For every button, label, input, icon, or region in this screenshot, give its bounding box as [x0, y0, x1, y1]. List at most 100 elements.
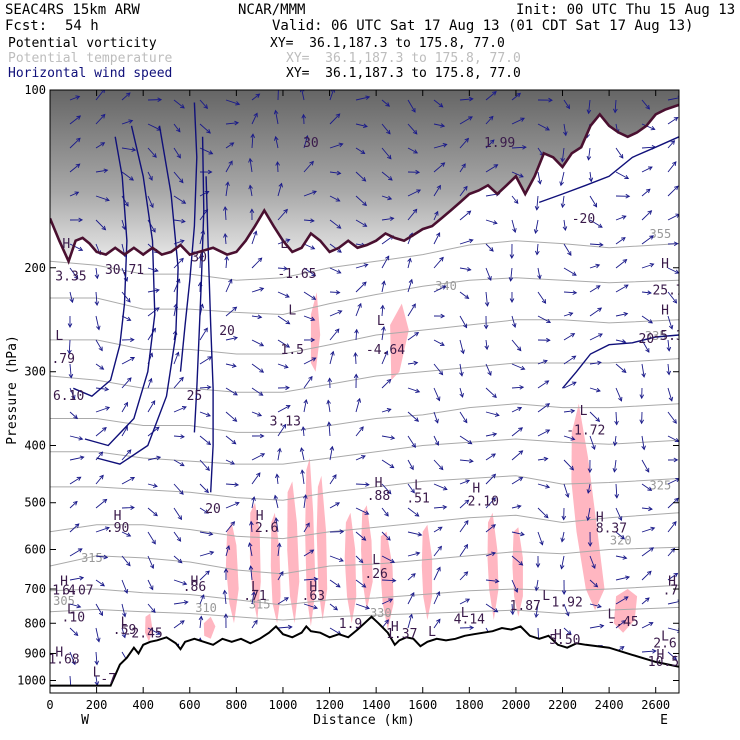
wind-vector: [277, 161, 279, 173]
wind-vector: [537, 171, 541, 184]
wind-vector-head: [413, 149, 419, 154]
wind-vector: [173, 579, 187, 585]
wind-vector: [537, 403, 550, 413]
wind-vector: [510, 267, 513, 281]
wind-vector-head: [440, 123, 446, 128]
wind-vector-head: [460, 349, 465, 355]
wind-vector-head: [491, 473, 497, 479]
wind-vector: [225, 435, 236, 445]
wind-vector: [485, 433, 497, 437]
wind-vector: [485, 552, 496, 557]
wind-vector: [69, 501, 78, 509]
wind-vector-head: [259, 433, 265, 439]
wind-vector: [667, 315, 673, 329]
wind-vector-head: [381, 325, 386, 331]
wind-vector-head: [488, 115, 494, 121]
wind-vector-head: [595, 263, 601, 269]
wind-vector-head: [595, 285, 601, 290]
pv-label-76: 30: [303, 136, 319, 151]
y-tick-label-800: 800: [24, 616, 46, 630]
wind-vector: [329, 328, 340, 341]
wind-vector-head: [442, 504, 448, 510]
wind-vector-head: [465, 479, 471, 484]
pv-label-63: 2.6: [653, 637, 676, 652]
wind-vector-head: [462, 323, 468, 329]
pv-label-53: L: [121, 615, 129, 630]
wind-vector-head: [461, 163, 466, 169]
wind-vector-head: [647, 290, 652, 295]
wind-vector: [173, 147, 181, 159]
wind-vector: [303, 522, 310, 533]
wind-vector: [589, 307, 602, 317]
pv-label-77: 20: [639, 332, 655, 347]
wind-vector-head: [386, 378, 392, 384]
wind-vector-head: [204, 509, 209, 514]
wind-vector-head: [645, 597, 650, 602]
wind-vector: [173, 555, 183, 563]
wind-vector: [225, 279, 233, 293]
wind-vector-head: [468, 116, 473, 121]
wind-vector-head: [673, 572, 679, 578]
wind-vector-head: [413, 360, 419, 366]
wind-vector: [459, 186, 468, 197]
wind-vector: [535, 219, 539, 234]
wind-vector-head: [273, 135, 279, 141]
wind-vector: [407, 483, 415, 493]
wind-vector-head: [544, 380, 550, 385]
wind-vector: [563, 410, 575, 413]
wind-vector-head: [354, 328, 359, 334]
wind-vector-head: [641, 445, 646, 451]
wind-vector-head: [389, 216, 395, 222]
wind-vector-head: [230, 460, 236, 465]
pv-label-15: L: [414, 479, 422, 494]
wind-vector: [303, 578, 318, 581]
wind-vector: [69, 577, 84, 581]
wind-vector-head: [513, 587, 519, 593]
wind-vector-head: [622, 555, 628, 560]
wind-vector-head: [310, 245, 316, 250]
wind-vector: [329, 603, 338, 611]
wind-vector: [327, 400, 331, 413]
wind-vector: [537, 507, 549, 519]
legend-name-theta: Potential temperature: [8, 51, 173, 66]
wind-vector-head: [102, 498, 108, 504]
wind-vector-head: [73, 274, 79, 280]
wind-vector: [459, 387, 464, 398]
pv-label-17: H: [472, 481, 480, 496]
pv-label-49: L: [461, 606, 469, 621]
wind-vector-head: [76, 137, 81, 143]
wind-vector: [615, 284, 629, 293]
wind-vector: [562, 195, 565, 208]
wind-vector-head: [357, 302, 362, 308]
wind-vector-head: [305, 522, 310, 528]
wind-vector: [303, 135, 308, 149]
wind-vector-head: [672, 521, 677, 526]
wind-vector: [69, 95, 80, 101]
x-tick-label-800: 800: [226, 698, 248, 712]
wind-vector: [536, 195, 539, 210]
wind-vector: [667, 573, 678, 581]
wind-vector-head: [121, 633, 127, 639]
pv-shade-0: [225, 522, 239, 624]
wind-vector-head: [623, 596, 629, 601]
wind-vector-head: [310, 337, 316, 343]
wind-vector: [173, 531, 181, 542]
wind-vector-head: [335, 583, 341, 588]
wind-vector-head: [278, 182, 283, 188]
wind-vector-head: [387, 195, 393, 201]
wind-vector-head: [546, 318, 552, 324]
pv-label-32: .26: [364, 567, 387, 582]
wind-vector: [355, 171, 366, 182]
pv-label-42: L: [251, 580, 259, 595]
wind-vector: [615, 259, 627, 269]
wind-vector: [121, 627, 126, 638]
wind-vector-head: [674, 185, 679, 191]
wind-vector-head: [588, 177, 594, 183]
wind-vector: [641, 622, 654, 629]
wind-vector-head: [365, 95, 371, 100]
wind-vector-head: [559, 564, 565, 570]
wind-vector-head: [67, 349, 72, 355]
wind-vector: [511, 146, 526, 149]
wind-vector-head: [78, 217, 84, 223]
wind-vector-head: [155, 288, 160, 293]
